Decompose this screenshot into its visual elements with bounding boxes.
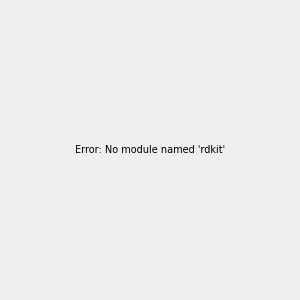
Text: Error: No module named 'rdkit': Error: No module named 'rdkit' [75,145,225,155]
